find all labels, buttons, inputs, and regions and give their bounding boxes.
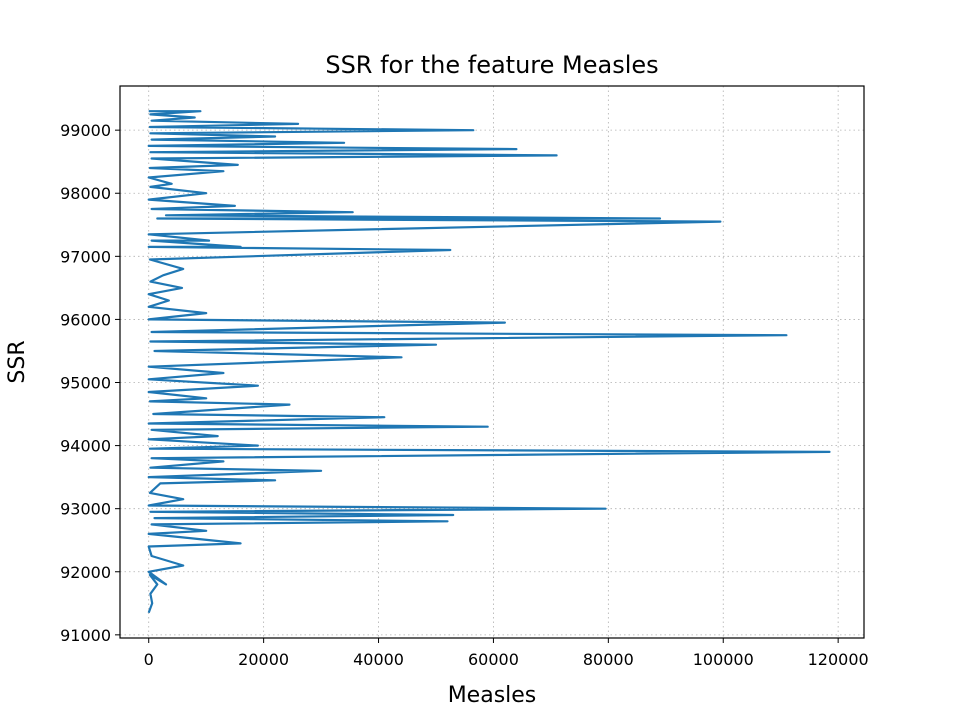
x-tick-label: 0 bbox=[144, 650, 154, 669]
y-tick-label: 92000 bbox=[60, 563, 111, 582]
y-tick-label: 93000 bbox=[60, 500, 111, 519]
x-tick-label: 60000 bbox=[468, 650, 519, 669]
y-tick-label: 97000 bbox=[60, 247, 111, 266]
x-tick-label: 20000 bbox=[238, 650, 289, 669]
y-axis: 91000 92000 93000 94000 95000 96000 97000 98000… bbox=[60, 121, 120, 645]
y-tick-label: 98000 bbox=[60, 184, 111, 203]
x-axis: 0 20000 40000 60000 80000 100000 120000 bbox=[144, 638, 869, 669]
series-line-ssr bbox=[147, 110, 831, 614]
y-axis-label: SSR bbox=[5, 340, 30, 383]
chart-title: SSR for the feature Measles bbox=[325, 51, 658, 79]
x-tick-label: 120000 bbox=[808, 650, 869, 669]
y-tick-label: 94000 bbox=[60, 437, 111, 456]
x-tick-label: 100000 bbox=[693, 650, 754, 669]
y-tick-label: 96000 bbox=[60, 310, 111, 329]
x-tick-label: 40000 bbox=[353, 650, 404, 669]
y-tick-label: 95000 bbox=[60, 374, 111, 393]
plot-frame bbox=[119, 85, 865, 639]
x-axis-label: Measles bbox=[448, 683, 537, 708]
y-tick-label: 91000 bbox=[60, 626, 111, 645]
series-group bbox=[147, 110, 831, 614]
x-tick-label: 80000 bbox=[583, 650, 634, 669]
y-tick-label: 99000 bbox=[60, 121, 111, 140]
plot-area bbox=[120, 86, 864, 638]
